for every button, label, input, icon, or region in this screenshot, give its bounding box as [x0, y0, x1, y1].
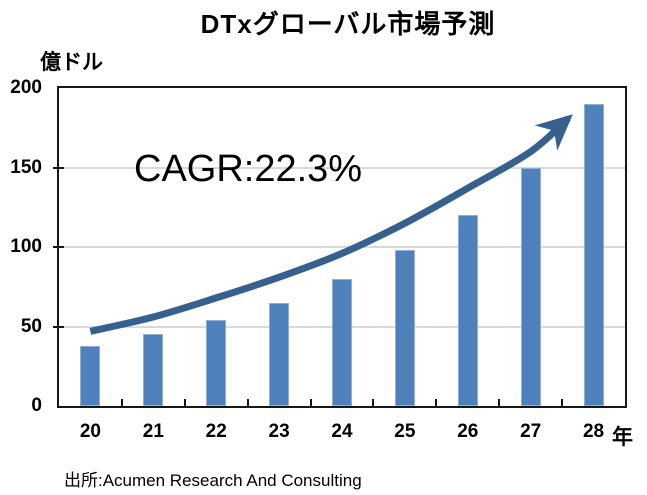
- x-axis-unit-label: 年: [612, 426, 633, 449]
- x-tick-mark: [120, 399, 123, 407]
- x-tick-label: 22: [205, 421, 227, 442]
- bar-year-21: [143, 334, 164, 406]
- bar-year-20: [80, 345, 101, 406]
- x-tick-mark: [246, 399, 249, 407]
- x-tick-mark: [561, 399, 564, 407]
- chart-title: DTxグローバル市場予測: [200, 9, 496, 39]
- x-tick-label: 26: [457, 421, 479, 442]
- y-tick-label: 200: [10, 77, 42, 98]
- y-tick-label: 150: [10, 156, 42, 178]
- y-tick-label: 100: [10, 236, 42, 257]
- plot-area-border: [57, 86, 627, 408]
- y-tick-mark: [53, 166, 64, 169]
- x-tick-mark: [498, 399, 501, 407]
- bar-year-28: [583, 103, 604, 406]
- y-tick-label: 0: [31, 395, 42, 416]
- x-tick-mark: [183, 399, 186, 407]
- x-tick-label: 24: [331, 421, 353, 442]
- x-tick-mark: [372, 399, 375, 407]
- x-tick-mark: [309, 399, 312, 407]
- x-tick-mark: [435, 399, 438, 407]
- x-tick-label: 21: [142, 421, 164, 442]
- x-tick-label: 28: [582, 421, 605, 442]
- y-tick-mark: [53, 246, 64, 248]
- y-axis-unit-label: 億ドル: [40, 51, 103, 74]
- y-tick-mark: [53, 325, 64, 328]
- x-tick-label: 20: [79, 421, 101, 442]
- x-tick-label: 27: [520, 421, 542, 442]
- x-tick-label: 23: [268, 421, 290, 442]
- y-tick-label: 50: [20, 315, 42, 337]
- x-tick-label: 25: [394, 421, 416, 442]
- source-note: 出所:Acumen Research And Consulting: [64, 471, 362, 490]
